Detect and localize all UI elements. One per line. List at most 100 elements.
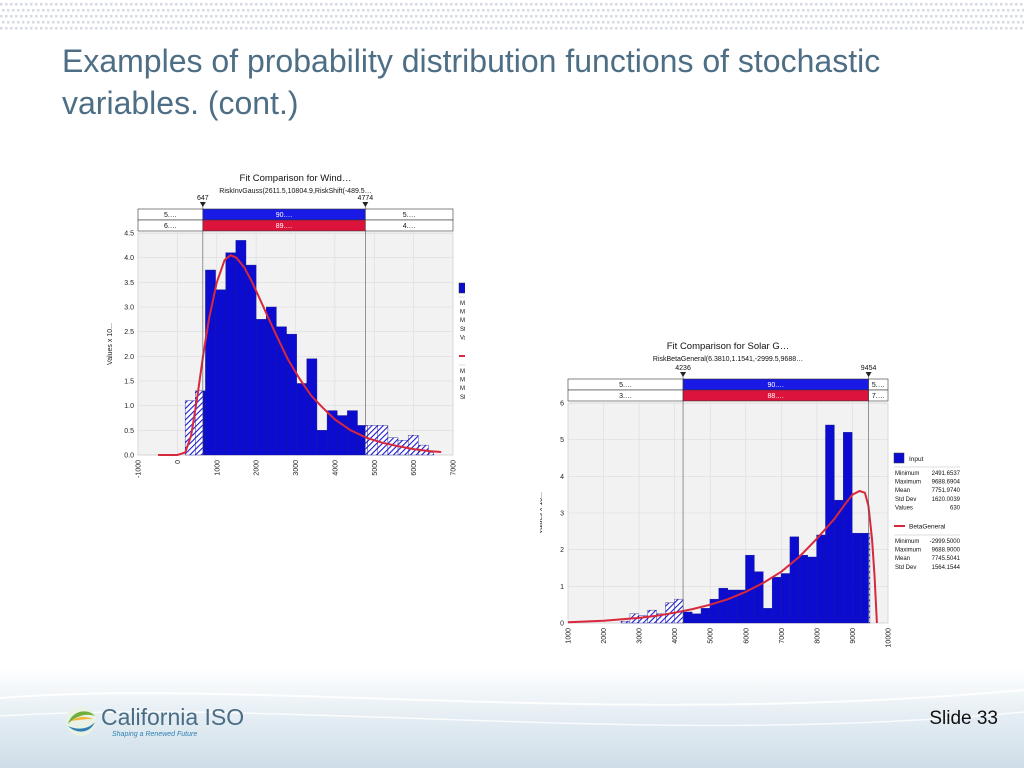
decor-dot — [290, 27, 293, 30]
chart2-y-tick-label: 5 — [560, 437, 564, 444]
chart1-subtitle: RiskInvGauss(2611.5,10804.9,RiskShift(-4… — [219, 188, 371, 195]
decor-dot — [730, 15, 733, 18]
decor-dot — [890, 15, 893, 18]
decor-dot — [365, 3, 368, 6]
decor-dot — [157, 9, 160, 12]
decor-dot — [150, 15, 153, 18]
chart2-x-tick-label: 10000 — [886, 628, 893, 648]
decor-dot — [225, 3, 228, 6]
decor-dot — [605, 15, 608, 18]
decor-dot — [165, 27, 168, 30]
decor-dot — [337, 21, 340, 24]
decor-dot — [260, 3, 263, 6]
decor-dot — [750, 3, 753, 6]
decor-dot — [307, 9, 310, 12]
decor-dot — [170, 15, 173, 18]
decor-dot — [10, 27, 13, 30]
decor-dot — [355, 3, 358, 6]
decor-dot — [30, 27, 33, 30]
decor-dot — [455, 15, 458, 18]
decor-dot — [150, 27, 153, 30]
decor-dot — [140, 15, 143, 18]
decor-dot — [670, 15, 673, 18]
decor-dot — [560, 15, 563, 18]
decor-dot — [635, 15, 638, 18]
decor-dot — [945, 15, 948, 18]
decor-dot — [532, 9, 535, 12]
decor-dot — [620, 15, 623, 18]
decor-dot — [315, 15, 318, 18]
decor-dot — [900, 3, 903, 6]
decor-dot — [497, 9, 500, 12]
decor-dot — [592, 9, 595, 12]
chart2-histogram-bar — [701, 608, 710, 623]
decor-dot — [960, 3, 963, 6]
decor-dot — [377, 9, 380, 12]
decor-dot — [127, 21, 130, 24]
chart1-histogram-bar — [185, 400, 196, 455]
decor-dot — [682, 21, 685, 24]
decor-dot — [502, 9, 505, 12]
decor-dot — [585, 3, 588, 6]
chart2-histogram-bar — [638, 615, 648, 623]
decor-dot — [305, 27, 308, 30]
decor-dot — [2, 21, 5, 24]
decor-dot — [310, 3, 313, 6]
decor-dot — [982, 9, 985, 12]
decor-dot — [135, 3, 138, 6]
decor-dot — [297, 9, 300, 12]
decor-dot — [237, 9, 240, 12]
decor-dot — [810, 3, 813, 6]
decor-dot — [282, 9, 285, 12]
decor-dot — [642, 9, 645, 12]
decor-dot — [960, 15, 963, 18]
decor-dot — [575, 3, 578, 6]
decor-dot — [945, 27, 948, 30]
chart1-x-tick-label: 2000 — [254, 460, 261, 476]
decor-dot — [380, 15, 383, 18]
decor-dot — [812, 9, 815, 12]
decor-dot — [135, 15, 138, 18]
decor-dot — [330, 27, 333, 30]
decor-dot — [485, 27, 488, 30]
decor-dot — [247, 9, 250, 12]
decor-dot — [25, 15, 28, 18]
decor-dot — [550, 15, 553, 18]
decor-dot — [692, 21, 695, 24]
decor-dot — [797, 9, 800, 12]
decor-dot — [215, 27, 218, 30]
decor-dot — [612, 9, 615, 12]
decor-dot — [465, 3, 468, 6]
decor-dot — [917, 21, 920, 24]
decor-dot — [882, 9, 885, 12]
decor-dot — [870, 15, 873, 18]
decor-dot — [115, 15, 118, 18]
decor-dot — [650, 15, 653, 18]
decor-dot — [222, 9, 225, 12]
decor-dot — [332, 21, 335, 24]
decor-dot — [695, 3, 698, 6]
decor-dot — [100, 3, 103, 6]
decor-dot — [230, 15, 233, 18]
decor-dot — [795, 3, 798, 6]
decor-dot — [842, 21, 845, 24]
decor-dot — [932, 9, 935, 12]
decor-dot — [727, 9, 730, 12]
decor-dot — [372, 9, 375, 12]
decor-dot — [62, 9, 65, 12]
decor-dot — [620, 27, 623, 30]
decor-dot — [677, 9, 680, 12]
decor-dot — [555, 27, 558, 30]
decor-dot — [747, 9, 750, 12]
decor-dot — [810, 27, 813, 30]
decor-dot — [815, 15, 818, 18]
decor-dot — [15, 27, 18, 30]
decor-dot — [415, 3, 418, 6]
decor-dot — [215, 3, 218, 6]
decor-dot — [90, 3, 93, 6]
decor-dot — [322, 9, 325, 12]
chart2-percentile-band-label: 88.… — [767, 393, 784, 400]
decor-dot — [490, 15, 493, 18]
decor-dot — [510, 27, 513, 30]
decor-dot — [192, 21, 195, 24]
